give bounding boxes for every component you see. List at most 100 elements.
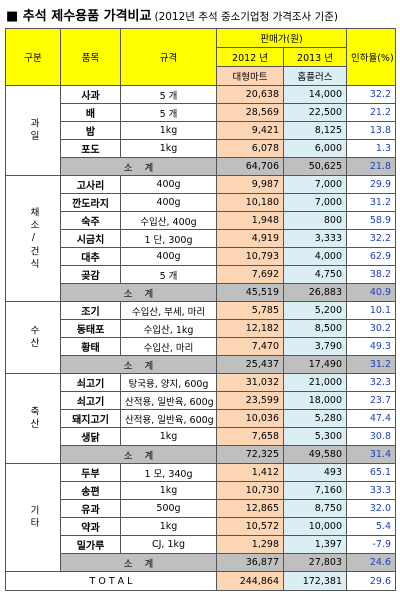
item-spec: 산적용, 일반육, 600g bbox=[120, 409, 217, 428]
item-spec: 1 모, 340g bbox=[120, 463, 217, 482]
price-cell: 12,182 bbox=[216, 319, 284, 338]
item-row: 약과 1kg 10,572 10,000 5.4 bbox=[6, 517, 396, 536]
price-cell: 49,580 bbox=[283, 445, 347, 464]
rate-cell: 31.4 bbox=[346, 445, 396, 464]
price-cell: 5,300 bbox=[283, 427, 347, 446]
item-spec: 1kg bbox=[120, 139, 217, 158]
price-cell: 244,864 bbox=[216, 571, 284, 591]
item-name: 숙주 bbox=[60, 211, 121, 230]
item-spec: 수입산, 400g bbox=[120, 211, 217, 230]
price-cell: 4,000 bbox=[283, 247, 347, 266]
header-cell: 인하율(%) bbox=[346, 28, 396, 86]
price-cell: 31,032 bbox=[216, 373, 284, 392]
rate-cell: 1.3 bbox=[346, 139, 396, 158]
price-cell: 3,333 bbox=[283, 229, 347, 248]
price-table: 구분 품목 규격 판매가(원) 인하율(%) 2012 년 2013 년 대형마… bbox=[5, 28, 396, 591]
price-cell: 493 bbox=[283, 463, 347, 482]
rate-cell: 33.3 bbox=[346, 481, 396, 500]
item-spec: 수입산, 부세, 마리 bbox=[120, 301, 217, 320]
item-row: 밤 1kg 9,421 8,125 13.8 bbox=[6, 121, 396, 140]
item-row: 곶감 5 개 7,692 4,750 38.2 bbox=[6, 265, 396, 284]
price-cell: 25,437 bbox=[216, 355, 284, 374]
item-row: 기타 두부 1 모, 340g 1,412 493 65.1 bbox=[5, 463, 396, 572]
item-spec: 400g bbox=[120, 247, 217, 266]
item-row: 생닭 1kg 7,658 5,300 30.8 bbox=[6, 427, 396, 446]
item-name: 돼지고기 bbox=[60, 409, 121, 428]
price-cell: 1,298 bbox=[216, 535, 284, 554]
price-cell: 12,865 bbox=[216, 499, 284, 518]
header-cell: 품목 bbox=[60, 28, 121, 86]
price-cell: 10,793 bbox=[216, 247, 284, 266]
item-row: 수산 조기 수입산, 부세, 마리 5,785 5,200 10.1 bbox=[5, 301, 396, 374]
subtotal-row: 소 계 45,519 26,883 40.9 bbox=[6, 283, 396, 302]
item-spec: 5 개 bbox=[120, 265, 217, 284]
header-cell: 구분 bbox=[5, 28, 61, 86]
price-cell: 8,750 bbox=[283, 499, 347, 518]
price-cell: 7,000 bbox=[283, 193, 347, 212]
subtotal-label: 소 계 bbox=[60, 355, 217, 374]
price-cell: 5,200 bbox=[283, 301, 347, 320]
item-row: 채소/건식 고사리 400g 9,987 7,000 29.9 bbox=[5, 175, 396, 302]
price-cell: 7,470 bbox=[216, 337, 284, 356]
item-row: 송편 1kg 10,730 7,160 33.3 bbox=[6, 481, 396, 500]
title-sub: (2012년 추석 중소기업청 가격조사 기준) bbox=[154, 11, 338, 23]
header-cell: 판매가(원) bbox=[216, 28, 347, 48]
item-spec: 산적용, 일반육, 600g bbox=[120, 391, 217, 410]
price-cell: 9,421 bbox=[216, 121, 284, 140]
price-cell: 7,658 bbox=[216, 427, 284, 446]
item-name: 송편 bbox=[60, 481, 121, 500]
group-label: 수산 bbox=[5, 301, 61, 374]
rate-cell: 21.8 bbox=[346, 157, 396, 176]
price-cell: 45,519 bbox=[216, 283, 284, 302]
price-cell: 14,000 bbox=[283, 85, 347, 104]
item-row: 포도 1kg 6,078 6,000 1.3 bbox=[6, 139, 396, 158]
rate-cell: 58.9 bbox=[346, 211, 396, 230]
subtotal-label: 소 계 bbox=[60, 283, 217, 302]
item-spec: 1kg bbox=[120, 517, 217, 536]
price-cell: 4,919 bbox=[216, 229, 284, 248]
price-cell: 1,397 bbox=[283, 535, 347, 554]
rate-cell: 49.3 bbox=[346, 337, 396, 356]
price-cell: 8,500 bbox=[283, 319, 347, 338]
header-cell: 규격 bbox=[120, 28, 217, 86]
item-row: 대추 400g 10,793 4,000 62.9 bbox=[6, 247, 396, 266]
item-spec: 수입산, 마리 bbox=[120, 337, 217, 356]
table-body: 과일 사과 5 개 20,638 14,000 32.2 배 5 개 28,569 22,500 2… bbox=[5, 85, 396, 591]
item-row: 깐도라지 400g 10,180 7,000 31.2 bbox=[6, 193, 396, 212]
price-cell: 8,125 bbox=[283, 121, 347, 140]
rate-cell: 23.7 bbox=[346, 391, 396, 410]
item-row: 밀가루 CJ, 1kg 1,298 1,397 -7.9 bbox=[6, 535, 396, 554]
item-spec: 1kg bbox=[120, 427, 217, 446]
header-row: 구분 품목 규격 판매가(원) 인하율(%) bbox=[5, 28, 396, 86]
item-name: 곶감 bbox=[60, 265, 121, 284]
rate-cell: 21.2 bbox=[346, 103, 396, 122]
rate-cell: 31.2 bbox=[346, 355, 396, 374]
item-name: 동태포 bbox=[60, 319, 121, 338]
group-label: 과일 bbox=[5, 85, 61, 176]
rate-cell: 5.4 bbox=[346, 517, 396, 536]
group-label: 기타 bbox=[5, 463, 61, 572]
item-name: 약과 bbox=[60, 517, 121, 536]
price-cell: 10,572 bbox=[216, 517, 284, 536]
price-cell: 17,490 bbox=[283, 355, 347, 374]
rate-cell: 30.8 bbox=[346, 427, 396, 446]
rate-cell: 62.9 bbox=[346, 247, 396, 266]
rate-cell: 32.3 bbox=[346, 373, 396, 392]
item-row: 동태포 수입산, 1kg 12,182 8,500 30.2 bbox=[6, 319, 396, 338]
price-cell: 10,036 bbox=[216, 409, 284, 428]
item-name: 유과 bbox=[60, 499, 121, 518]
title-main: ■ 추석 제수용품 가격비교 bbox=[6, 9, 152, 24]
item-name: 깐도라지 bbox=[60, 193, 121, 212]
header-cell: 2012 년 bbox=[216, 47, 284, 67]
subtotal-label: 소 계 bbox=[60, 553, 217, 572]
subtotal-row: 소 계 25,437 17,490 31.2 bbox=[6, 355, 396, 374]
price-cell: 9,987 bbox=[216, 175, 284, 194]
item-row: 과일 사과 5 개 20,638 14,000 32.2 bbox=[5, 85, 396, 176]
price-cell: 6,000 bbox=[283, 139, 347, 158]
item-row: 황태 수입산, 마리 7,470 3,790 49.3 bbox=[6, 337, 396, 356]
price-cell: 5,280 bbox=[283, 409, 347, 428]
item-name: 사과 bbox=[60, 85, 121, 104]
item-name: 배 bbox=[60, 103, 121, 122]
